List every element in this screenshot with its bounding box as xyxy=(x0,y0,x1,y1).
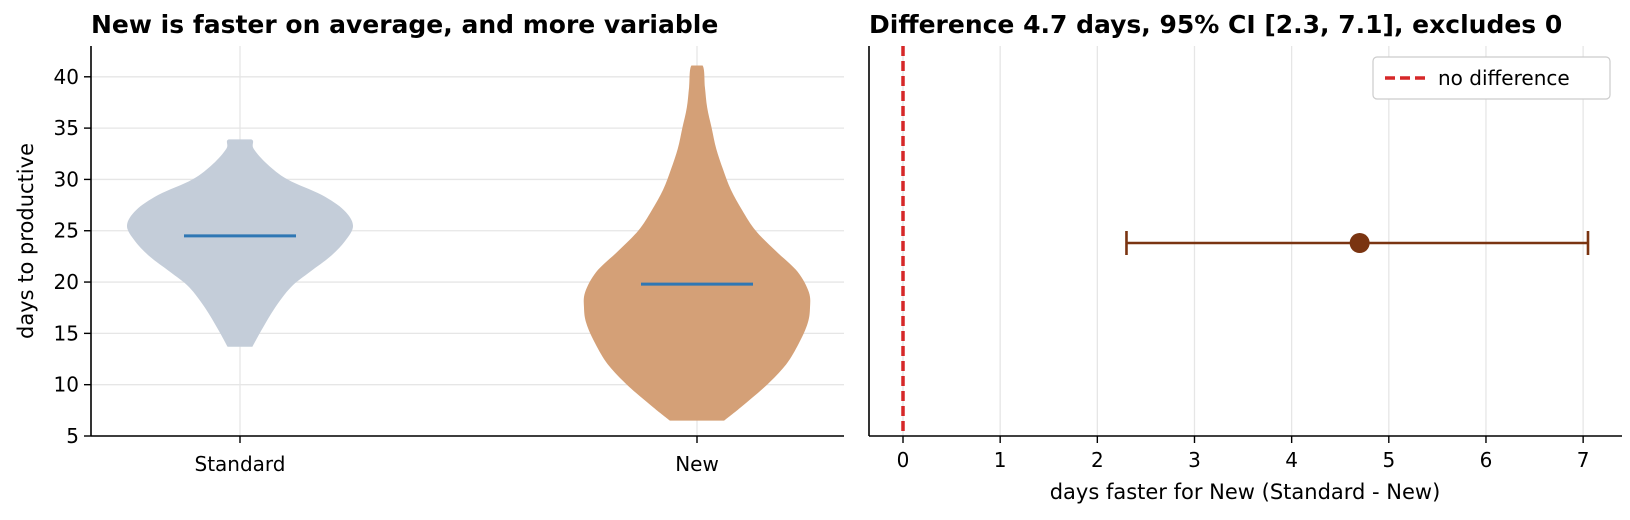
confidence-interval xyxy=(1125,231,1590,255)
estimate-point xyxy=(1349,233,1370,253)
difference-title: Difference 4.7 days, 95% CI [2.3, 7.1], … xyxy=(869,10,1562,39)
violin-y-ticks: 5 10 15 20 25 30 35 40 xyxy=(54,65,91,448)
violin-y-tick-label: 10 xyxy=(54,373,79,397)
violin-x-ticks: Standard New xyxy=(195,436,719,476)
violins xyxy=(126,65,811,421)
difference-x-tick-label: 2 xyxy=(1091,448,1104,472)
violin-title: New is faster on average, and more varia… xyxy=(91,10,718,39)
violin-y-tick-label: 15 xyxy=(54,321,79,345)
difference-gridlines xyxy=(902,46,1584,436)
violin-y-tick-label: 20 xyxy=(54,270,79,294)
difference-panel: Difference 4.7 days, 95% CI [2.3, 7.1], … xyxy=(868,10,1622,504)
violin-y-tick-label: 30 xyxy=(54,167,79,191)
violin-x-tick-label-standard: Standard xyxy=(195,452,286,476)
legend-box xyxy=(1372,56,1611,100)
violin-standard xyxy=(126,139,354,347)
difference-x-ticks: 0 1 2 3 4 5 6 7 xyxy=(897,436,1590,472)
violin-y-tick-label: 5 xyxy=(66,424,79,448)
violin-y-axis-label: days to productive xyxy=(14,143,38,339)
difference-x-tick-label: 4 xyxy=(1285,448,1298,472)
violin-y-tick-label: 40 xyxy=(54,65,79,89)
difference-x-tick-label: 7 xyxy=(1577,448,1590,472)
difference-x-tick-label: 1 xyxy=(994,448,1007,472)
violin-y-tick-label: 25 xyxy=(54,219,79,243)
legend: no difference xyxy=(1372,56,1611,100)
legend-entry-no-difference: no difference xyxy=(1438,66,1570,90)
difference-x-tick-label: 3 xyxy=(1188,448,1201,472)
difference-x-tick-label: 6 xyxy=(1480,448,1493,472)
difference-x-tick-label: 0 xyxy=(897,448,910,472)
violin-x-tick-label-new: New xyxy=(675,452,719,476)
difference-x-axis-label: days faster for New (Standard - New) xyxy=(1050,480,1441,504)
violin-panel: New is faster on average, and more varia… xyxy=(14,10,844,476)
violin-new xyxy=(583,65,811,421)
difference-x-tick-label: 5 xyxy=(1382,448,1395,472)
violin-y-tick-label: 35 xyxy=(54,116,79,140)
